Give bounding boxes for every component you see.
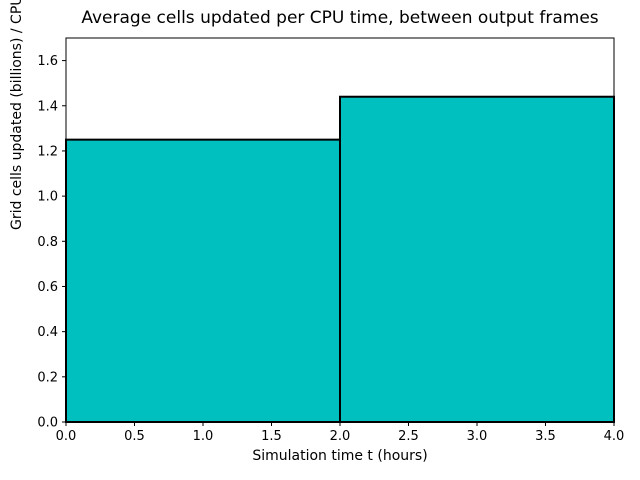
x-axis-label: Simulation time t (hours): [252, 448, 428, 464]
y-tick-label: 1.0: [37, 190, 58, 205]
x-tick-label: 1.0: [193, 429, 214, 444]
y-tick-label: 0.4: [37, 325, 58, 340]
x-tick-label: 4.0: [604, 429, 625, 444]
y-tick-label: 1.6: [37, 54, 58, 69]
x-tick-label: 3.5: [535, 429, 556, 444]
y-tick-label: 0.6: [37, 280, 58, 295]
x-tick-label: 0.0: [56, 429, 77, 444]
x-tick-label: 0.5: [124, 429, 145, 444]
x-tick-label: 2.5: [398, 429, 419, 444]
y-tick-label: 0.0: [37, 416, 58, 431]
chart-title: Average cells updated per CPU time, betw…: [81, 8, 599, 28]
x-tick-label: 3.0: [467, 429, 488, 444]
histogram-bar: [339, 95, 615, 424]
histogram-bar: [65, 138, 341, 423]
y-tick-label: 0.2: [37, 370, 58, 385]
x-tick-label: 1.5: [261, 429, 282, 444]
y-tick-label: 0.8: [37, 235, 58, 250]
y-tick-label: 1.4: [37, 99, 58, 114]
x-tick-label: 2.0: [330, 429, 351, 444]
y-tick-label: 1.2: [37, 144, 58, 159]
